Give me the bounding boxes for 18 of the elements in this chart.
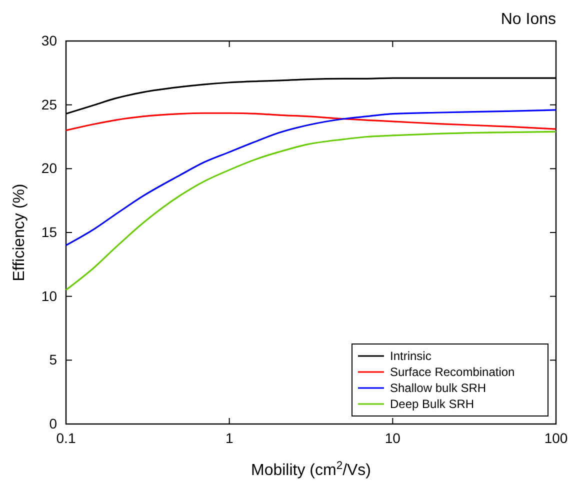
x-axis-title: Mobility (cm$^{2}$/Vs)	[250, 460, 372, 479]
y-tick-label: 10	[41, 288, 58, 304]
x-tick-label: 10	[384, 430, 401, 446]
legend-label: Surface Recombination	[390, 365, 515, 379]
x-tick-label: 100	[544, 430, 568, 446]
y-axis-title: Efficiency (%)	[11, 184, 28, 282]
legend-label: Deep Bulk SRH	[390, 397, 474, 411]
y-tick-label: 15	[41, 224, 58, 240]
x-tick-label: 0.1	[56, 430, 76, 446]
y-tick-label: 5	[49, 352, 58, 368]
y-tick-label: 20	[41, 160, 58, 176]
legend-label: Shallow bulk SRH	[390, 381, 486, 395]
chart-title: No Ions	[500, 11, 556, 28]
x-tick-label: 1	[225, 430, 234, 446]
y-tick-label: 0	[49, 415, 58, 432]
y-tick-label: 25	[41, 96, 58, 112]
legend-label: Intrinsic	[390, 349, 432, 363]
y-tick-label: 30	[41, 32, 58, 48]
